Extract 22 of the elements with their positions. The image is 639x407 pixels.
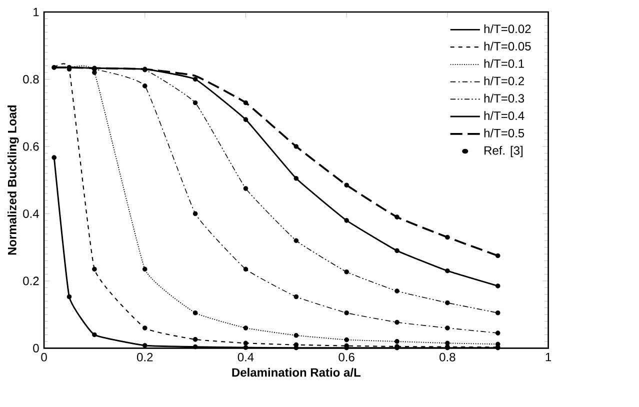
x-tick-label: 0.2 [136,352,153,362]
x-tick-label: 0 [41,352,47,362]
y-tick-label: 0 [33,344,39,352]
x-tick-label: 1 [546,352,552,362]
legend-label: h/T=0.2 [484,76,524,86]
x-tick-label: 0.6 [338,352,354,362]
y-tick-label: 0.2 [23,276,39,286]
legend-label: h/T=0.4 [484,111,524,120]
x-axis-title: Delamination Ratio a/L [232,368,360,377]
legend-label: Ref. [3] [484,146,523,158]
x-tick-label: 0.8 [440,352,456,362]
x-tick-label: 0.4 [238,352,254,362]
legend-label: h/T=0.05 [484,42,531,51]
y-axis-title: Normalized Buckling Load [8,106,19,255]
y-tick-label: 0.4 [23,210,39,218]
legend-label: h/T=0.5 [484,128,524,138]
y-tick-label: 1 [34,8,39,16]
y-tick-label: 0.6 [23,142,39,151]
legend-label: h/T=0.3 [484,94,524,103]
legend-label: h/T=0.1 [484,59,524,68]
legend-label: h/T=0.02 [484,24,531,34]
y-tick-label: 0.8 [23,75,39,84]
